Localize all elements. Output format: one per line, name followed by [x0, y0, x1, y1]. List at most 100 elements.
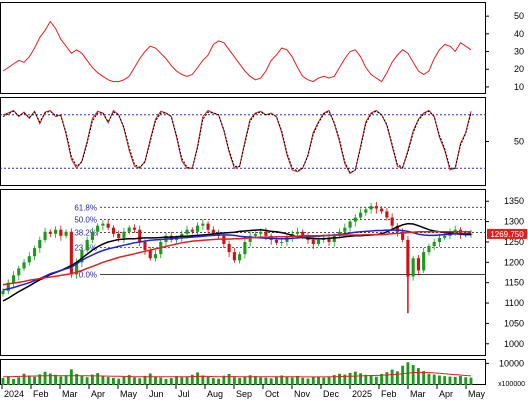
- volume-bar-46: [243, 376, 247, 385]
- candle-body-75: [395, 225, 399, 232]
- volume-bar-32: [169, 378, 173, 385]
- volume-bar-41: [217, 378, 221, 385]
- candle-body-74: [390, 217, 394, 226]
- middle-y-tick-50: 50: [514, 137, 524, 147]
- volume-bar-71: [374, 376, 378, 385]
- volume-bar-20: [106, 376, 110, 385]
- volume-bar-19: [101, 375, 105, 385]
- volume-bar-79: [416, 368, 420, 385]
- oscillator-line-red: [2, 109, 472, 175]
- candle-body-37: [196, 225, 200, 232]
- volume-bar-64: [338, 373, 341, 385]
- x-tick-label-10: Nov: [294, 389, 311, 399]
- price-panel-frame: [0, 189, 486, 356]
- volume-bar-69: [364, 374, 368, 385]
- candle-body-13: [69, 231, 73, 275]
- top-y-tick-50: 50: [514, 11, 524, 21]
- candle-body-5: [27, 256, 31, 263]
- top-y-tick-30: 30: [514, 47, 524, 57]
- volume-bar-44: [232, 377, 236, 385]
- volume-bar-26: [138, 378, 142, 385]
- candle-body-26: [138, 229, 142, 242]
- volume-bar-66: [348, 372, 352, 385]
- candle-body-62: [327, 237, 331, 242]
- candle-body-20: [106, 223, 110, 228]
- candle-body-49: [259, 231, 263, 234]
- volume-bar-47: [248, 375, 252, 385]
- candle-body-27: [143, 241, 147, 251]
- candle-body-81: [427, 246, 431, 253]
- volume-bar-81: [427, 373, 431, 385]
- volume-bar-14: [75, 373, 79, 385]
- volume-bar-59: [311, 377, 315, 385]
- candle-body-71: [374, 206, 378, 209]
- volume-bar-55: [290, 377, 294, 385]
- candle-body-12: [64, 231, 68, 236]
- candle-body-79: [416, 258, 420, 271]
- candle-body-82: [432, 241, 436, 247]
- volume-bar-58: [306, 378, 310, 385]
- current-price-label: 1269.750: [490, 230, 524, 239]
- volume-bar-9: [48, 373, 52, 385]
- x-tick-label-1: Feb: [33, 389, 49, 399]
- price-y-tick-1350: 1350: [504, 196, 524, 206]
- candle-body-64: [337, 231, 342, 236]
- candle-body-76: [401, 231, 405, 240]
- volume-bar-30: [159, 377, 163, 385]
- volume-bar-29: [154, 376, 157, 385]
- candle-body-0: [1, 290, 5, 295]
- candle-body-4: [22, 262, 26, 269]
- candle-body-50: [264, 231, 268, 236]
- volume-bar-77: [406, 362, 410, 385]
- volume-bar-42: [222, 375, 226, 385]
- oscillator-line-black: [2, 110, 472, 174]
- candle-body-78: [411, 258, 415, 277]
- candle-body-54: [285, 237, 289, 242]
- candle-body-70: [369, 206, 373, 210]
- volume-bar-4: [22, 373, 26, 385]
- volume-bar-6: [33, 376, 36, 385]
- volume-bar-16: [85, 377, 89, 385]
- volume-bar-2: [12, 378, 15, 385]
- candle-body-66: [348, 221, 352, 228]
- volume-bar-48: [253, 376, 257, 385]
- x-tick-label-2: Mar: [62, 389, 78, 399]
- volume-bar-63: [332, 375, 336, 385]
- volume-bar-67: [353, 371, 357, 385]
- volume-bar-22: [117, 378, 121, 385]
- volume-bar-27: [143, 375, 147, 385]
- candle-body-18: [96, 225, 100, 232]
- volume-bar-7: [38, 374, 42, 385]
- volume-bar-85: [448, 376, 452, 385]
- candle-body-59: [311, 239, 315, 244]
- volume-bar-25: [133, 377, 136, 385]
- candle-body-35: [185, 229, 189, 234]
- x-tick-label-5: Jun: [149, 389, 164, 399]
- volume-bar-74: [390, 369, 394, 385]
- candle-body-73: [385, 211, 389, 218]
- candle-body-28: [148, 250, 152, 259]
- x-tick-label-14: Mar: [410, 389, 426, 399]
- candle-body-65: [343, 227, 347, 232]
- x-tick-label-7: Aug: [207, 389, 223, 399]
- moving-average-line-2: [2, 231, 471, 286]
- candle-body-32: [169, 235, 173, 240]
- candle-body-80: [422, 252, 426, 271]
- volume-bar-39: [206, 376, 210, 385]
- candle-body-83: [437, 237, 442, 242]
- volume-bar-86: [453, 376, 457, 385]
- price-y-tick-1100: 1100: [505, 298, 524, 308]
- volume-bar-78: [411, 365, 415, 385]
- volume-bar-34: [180, 377, 184, 385]
- candle-body-67: [353, 217, 357, 222]
- volume-bar-13: [69, 369, 73, 385]
- volume-bar-68: [359, 373, 363, 385]
- volume-bar-11: [59, 376, 63, 385]
- candle-body-3: [17, 268, 21, 276]
- volume-bar-12: [64, 375, 68, 385]
- candle-body-48: [253, 233, 257, 236]
- fib-label-0: 61.8%: [74, 203, 97, 212]
- candle-body-53: [280, 241, 284, 243]
- candle-body-68: [359, 212, 363, 218]
- top-y-tick-10: 10: [514, 82, 524, 92]
